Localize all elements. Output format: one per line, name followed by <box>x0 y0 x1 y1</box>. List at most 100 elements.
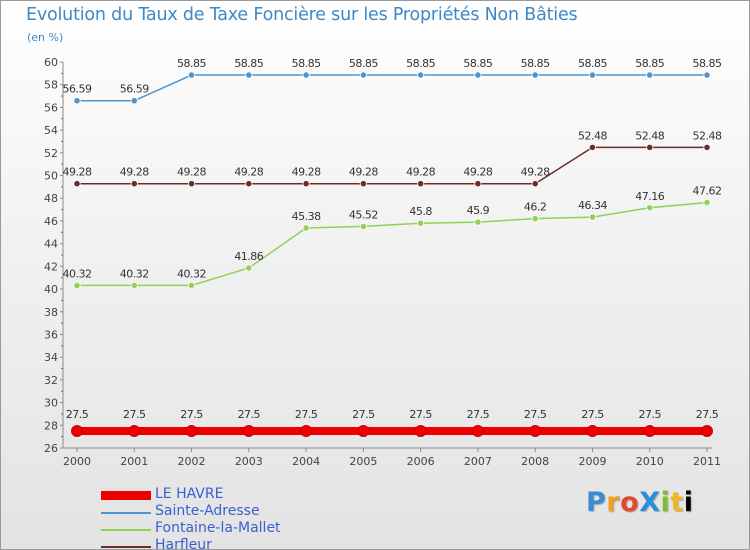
x-tick-label: 2007 <box>464 455 492 468</box>
data-label: 58.85 <box>578 57 607 70</box>
legend-item: Harfleur <box>101 537 321 550</box>
x-tick-label: 2000 <box>63 455 91 468</box>
data-point <box>703 198 711 207</box>
data-label: 27.5 <box>123 408 146 421</box>
data-label: 27.5 <box>524 408 547 421</box>
data-point <box>417 71 425 79</box>
data-point <box>73 180 81 188</box>
data-label: 49.28 <box>177 166 206 179</box>
data-point <box>302 224 310 232</box>
data-label: 27.5 <box>638 408 661 421</box>
data-label: 58.85 <box>177 57 206 70</box>
y-tick-label: 42 <box>44 260 58 273</box>
y-tick-label: 46 <box>44 215 58 228</box>
data-label: 27.5 <box>180 408 203 421</box>
x-tick-label: 2006 <box>407 455 435 468</box>
data-label: 41.86 <box>234 250 263 263</box>
data-point <box>703 143 711 151</box>
legend-label: Harfleur <box>155 537 212 550</box>
data-label: 58.85 <box>406 57 435 70</box>
data-label: 45.8 <box>409 205 432 218</box>
data-label: 27.5 <box>352 408 375 421</box>
series-line-fontaine-la-mallet <box>77 201 708 287</box>
data-point <box>359 180 367 188</box>
data-point <box>71 424 83 437</box>
data-point <box>531 215 539 223</box>
data-label: 27.5 <box>66 408 89 421</box>
y-tick-label: 56 <box>44 101 58 114</box>
data-label: 49.28 <box>463 166 492 179</box>
y-tick-label: 54 <box>44 124 58 137</box>
logo-letter: i <box>683 487 694 518</box>
data-label: 58.85 <box>463 57 492 70</box>
data-point <box>128 424 141 437</box>
logo-letter: o <box>620 487 640 518</box>
data-label: 49.28 <box>234 166 263 179</box>
data-point <box>474 218 482 226</box>
legend-item: LE HAVRE <box>101 486 321 504</box>
x-tick-label: 2008 <box>521 455 549 468</box>
data-point <box>359 222 367 230</box>
y-tick-label: 48 <box>44 192 58 205</box>
legend-swatch <box>101 528 151 531</box>
data-point <box>588 143 597 151</box>
y-tick-label: 30 <box>44 397 58 410</box>
series-line-harfleur <box>77 146 707 185</box>
y-tick-label: 52 <box>44 147 58 160</box>
series-line-sainte-adresse <box>77 74 707 102</box>
data-point <box>529 424 542 437</box>
legend-swatch <box>101 511 151 514</box>
data-point <box>646 204 654 212</box>
data-label: 49.28 <box>406 166 435 179</box>
data-label: 52.48 <box>578 129 607 142</box>
data-point <box>643 424 656 437</box>
data-label: 47.16 <box>635 190 664 203</box>
x-tick-label: 2009 <box>578 455 606 468</box>
legend-label: Sainte-Adresse <box>155 503 260 519</box>
data-label: 58.85 <box>349 57 378 70</box>
data-point <box>245 180 253 188</box>
data-point <box>471 424 484 437</box>
data-point <box>588 213 597 221</box>
chart-title: Evolution du Taux de Taxe Foncière sur l… <box>26 5 578 25</box>
data-label: 58.85 <box>521 57 550 70</box>
data-point <box>703 71 711 79</box>
data-point <box>130 180 138 188</box>
data-label: 58.85 <box>635 57 664 70</box>
data-label: 40.32 <box>63 267 92 280</box>
legend-item: Sainte-Adresse <box>101 503 321 521</box>
x-tick-label: 2010 <box>636 455 664 468</box>
y-tick-label: 32 <box>44 374 58 387</box>
data-point <box>130 97 138 105</box>
data-point <box>646 71 654 79</box>
data-label: 46.2 <box>524 201 547 214</box>
x-tick-label: 2003 <box>235 455 263 468</box>
data-point <box>474 180 482 188</box>
data-label: 46.34 <box>578 199 607 212</box>
data-point <box>187 281 196 290</box>
x-tick-label: 2001 <box>120 455 148 468</box>
data-label: 27.5 <box>696 408 719 421</box>
legend-label: Fontaine-la-Mallet <box>155 520 281 536</box>
data-label: 58.85 <box>234 57 263 70</box>
data-point <box>474 71 482 79</box>
data-point <box>187 71 196 79</box>
data-label: 27.5 <box>238 408 261 421</box>
data-point <box>245 71 253 79</box>
data-point <box>300 424 313 437</box>
y-tick-label: 26 <box>44 442 58 455</box>
data-label: 27.5 <box>467 408 490 421</box>
data-label: 45.52 <box>349 208 378 221</box>
logo-letter: X <box>639 487 661 518</box>
data-label: 49.28 <box>63 166 92 179</box>
data-label: 56.59 <box>63 83 92 96</box>
data-label: 49.28 <box>521 166 550 179</box>
y-tick-label: 38 <box>44 306 58 319</box>
data-label: 40.32 <box>177 267 206 280</box>
data-label: 52.48 <box>693 129 722 142</box>
data-point <box>242 424 255 437</box>
data-point <box>359 71 367 79</box>
data-point <box>245 264 253 272</box>
